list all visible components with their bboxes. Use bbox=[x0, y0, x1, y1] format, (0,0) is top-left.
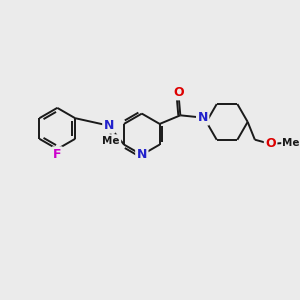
Text: Me: Me bbox=[283, 137, 300, 148]
Text: Me: Me bbox=[102, 136, 120, 146]
Text: F: F bbox=[53, 148, 61, 161]
Text: N: N bbox=[136, 148, 147, 161]
Text: O: O bbox=[174, 86, 184, 99]
Text: O: O bbox=[265, 137, 276, 151]
Text: N: N bbox=[197, 111, 208, 124]
Text: N: N bbox=[104, 119, 114, 132]
